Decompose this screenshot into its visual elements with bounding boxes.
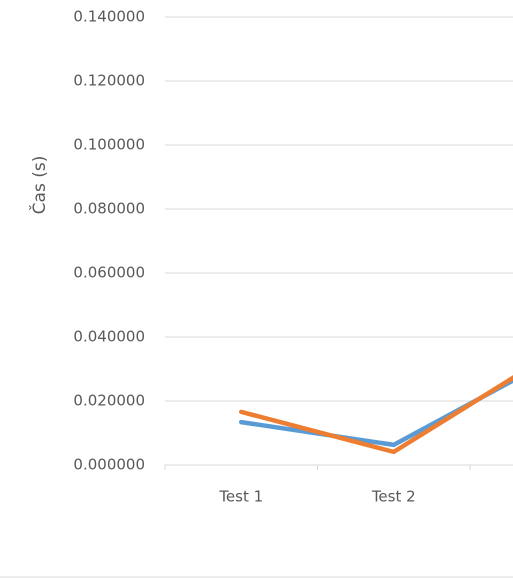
- y-tick-label: 0.000000: [73, 456, 145, 474]
- x-tick-label: Test 2: [371, 488, 416, 506]
- y-tick-label: 0.140000: [73, 8, 145, 26]
- y-tick-label: 0.080000: [73, 200, 145, 218]
- y-tick-label: 0.060000: [73, 264, 145, 282]
- y-tick-label: 0.120000: [73, 72, 145, 90]
- x-tick-label: Test 1: [218, 488, 263, 506]
- y-tick-label: 0.020000: [73, 392, 145, 410]
- y-tick-label: 0.100000: [73, 136, 145, 154]
- y-axis-label: Čas (s): [28, 156, 50, 215]
- y-tick-label: 0.040000: [73, 328, 145, 346]
- series-line: [239, 375, 513, 455]
